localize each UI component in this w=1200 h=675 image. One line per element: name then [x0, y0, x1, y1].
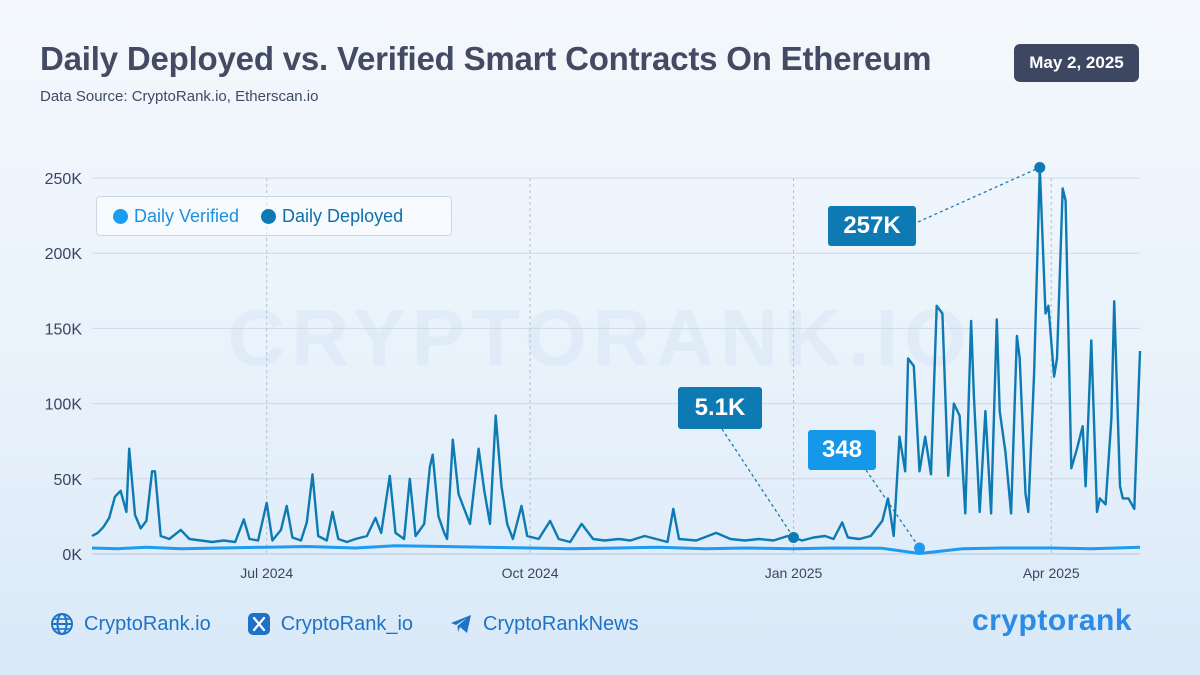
- series-line-daily-verified: [91, 544, 1141, 555]
- y-tick-label: 250K: [45, 171, 83, 188]
- y-axis: 0K 50K 100K 150K 200K 250K: [45, 171, 83, 564]
- footer-website-link[interactable]: CryptoRank.io: [50, 612, 211, 636]
- chart-legend[interactable]: Daily Verified Daily Deployed: [96, 196, 452, 236]
- annotation-marker: [788, 531, 800, 543]
- date-badge: May 2, 2025: [1014, 44, 1139, 82]
- x-tick-label: Oct 2024: [502, 565, 559, 581]
- legend-dot-deployed: [261, 208, 277, 224]
- legend-item-verified[interactable]: Daily Verified: [113, 206, 239, 227]
- y-tick-label: 150K: [45, 321, 83, 338]
- footer-x-label: CryptoRank_io: [280, 612, 414, 635]
- callout-feb: 348: [808, 430, 876, 470]
- legend-label-verified: Daily Verified: [134, 205, 240, 226]
- x-axis: Jul 2024 Oct 2024 Jan 2025 Apr 2025: [240, 565, 1080, 581]
- brand-logo: cryptorank: [972, 604, 1133, 637]
- x-tick-label: Apr 2025: [1023, 565, 1080, 581]
- annotation-marker: [1034, 161, 1046, 173]
- y-tick-label: 200K: [45, 246, 83, 263]
- telegram-icon: [451, 615, 472, 633]
- x-tick-label: Jul 2024: [240, 565, 293, 581]
- footer-x-link[interactable]: CryptoRank_io: [247, 612, 413, 636]
- data-source: Data Source: CryptoRank.io, Etherscan.io: [40, 88, 319, 105]
- chart-annotations: [721, 161, 1046, 554]
- annotation-marker: [914, 542, 926, 554]
- series-line-daily-deployed: [91, 166, 1142, 544]
- footer-links: CryptoRank.io CryptoRank_io CryptoRankNe…: [50, 612, 675, 636]
- legend-label-deployed: Daily Deployed: [282, 205, 404, 226]
- chart-grid: [92, 177, 1140, 555]
- chart-series: [91, 166, 1142, 555]
- legend-dot-verified: [113, 208, 128, 224]
- x-tick-label: Jan 2025: [765, 565, 823, 581]
- callout-jan: 5.1K: [678, 387, 762, 429]
- callout-peak: 257K: [828, 206, 916, 246]
- legend-item-deployed[interactable]: Daily Deployed: [261, 206, 403, 227]
- footer-website-label: CryptoRank.io: [84, 612, 211, 635]
- page-title: Daily Deployed vs. Verified Smart Contra…: [40, 40, 932, 77]
- annotation-leader: [721, 428, 795, 538]
- watermark: CRYPTORANK.IO: [227, 293, 973, 382]
- y-tick-label: 50K: [54, 472, 83, 489]
- annotation-leader: [917, 166, 1041, 223]
- x-logo-icon: [247, 613, 270, 635]
- footer-telegram-label: CryptoRankNews: [483, 612, 639, 635]
- globe-icon: [51, 613, 73, 635]
- y-tick-label: 100K: [45, 397, 83, 414]
- footer-telegram-link[interactable]: CryptoRankNews: [449, 612, 639, 636]
- y-tick-label: 0K: [62, 547, 82, 564]
- annotation-leader: [865, 469, 921, 549]
